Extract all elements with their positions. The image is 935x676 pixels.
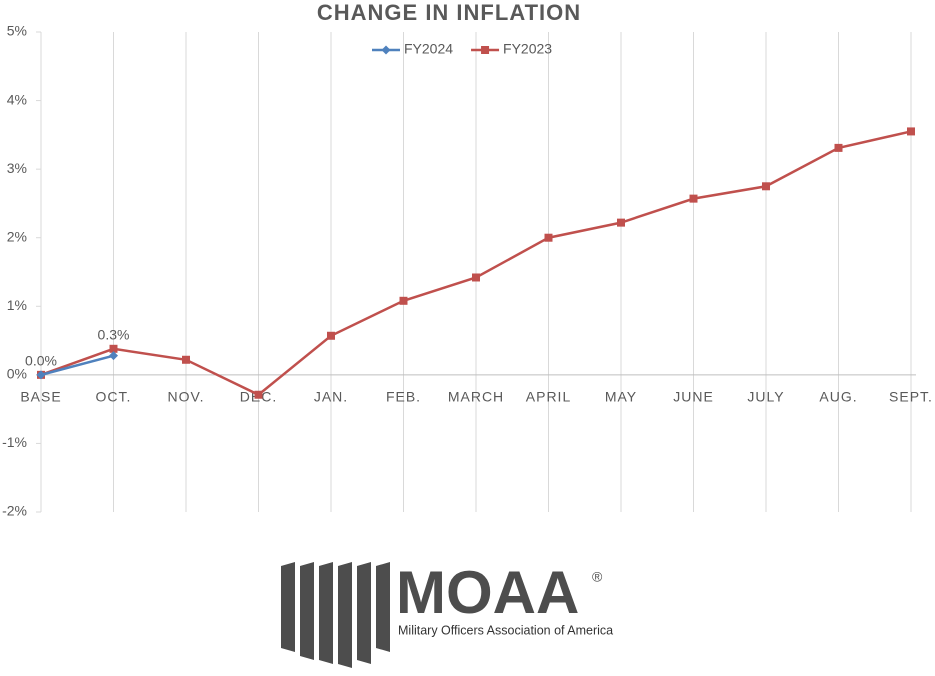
logo: MOAA ® Military Officers Association of … (281, 559, 613, 668)
logo-stripe (376, 562, 390, 652)
x-tick-label: JUNE (673, 389, 714, 405)
marker (399, 296, 408, 305)
x-tick-label: JAN. (314, 389, 348, 405)
y-tick-label: 4% (7, 91, 27, 107)
logo-name: MOAA (396, 559, 579, 626)
marker (381, 45, 391, 55)
y-tick-label: 5% (7, 23, 27, 39)
y-tick-label: 1% (7, 297, 27, 313)
legend-label: FY2024 (404, 41, 453, 57)
logo-stripe (300, 562, 314, 660)
logo-tagline: Military Officers Association of America (398, 623, 613, 637)
marker (762, 182, 770, 191)
marker (617, 218, 625, 227)
marker (327, 331, 335, 340)
x-tick-label: MAY (605, 389, 637, 405)
x-tick-label: SEPT. (889, 389, 933, 405)
marker (544, 233, 553, 242)
x-tick-label: APRIL (526, 389, 571, 405)
legend-label: FY2023 (503, 41, 552, 57)
marker (472, 273, 480, 282)
y-tick-label: 2% (7, 228, 27, 244)
y-tick-label: 0% (7, 366, 27, 382)
marker (834, 143, 843, 152)
marker (689, 194, 698, 203)
logo-stripe (357, 562, 371, 664)
x-tick-label: OCT. (96, 389, 132, 405)
x-tick-label: AUG. (819, 389, 857, 405)
marker (481, 46, 490, 54)
logo-stripe (281, 562, 295, 652)
data-label: 0.3% (98, 327, 130, 343)
marker (109, 351, 118, 361)
chart-title: CHANGE IN INFLATION (317, 0, 581, 25)
x-tick-label: FEB. (386, 389, 421, 405)
marker (907, 127, 915, 136)
marker (36, 370, 46, 380)
y-tick-label: -2% (2, 503, 27, 519)
data-label: 0.0% (25, 353, 57, 369)
y-tick-label: -1% (2, 434, 27, 450)
x-tick-label: NOV. (168, 389, 205, 405)
logo-stripe (338, 562, 352, 668)
logo-stripe (319, 562, 333, 664)
marker (182, 355, 190, 364)
marker (254, 390, 263, 399)
y-tick-label: 3% (7, 160, 27, 176)
marker (109, 344, 118, 353)
x-tick-label: MARCH (448, 389, 504, 405)
x-tick-label: JULY (747, 389, 784, 405)
logo-mark: ® (592, 569, 603, 585)
series-line (40, 354, 114, 377)
